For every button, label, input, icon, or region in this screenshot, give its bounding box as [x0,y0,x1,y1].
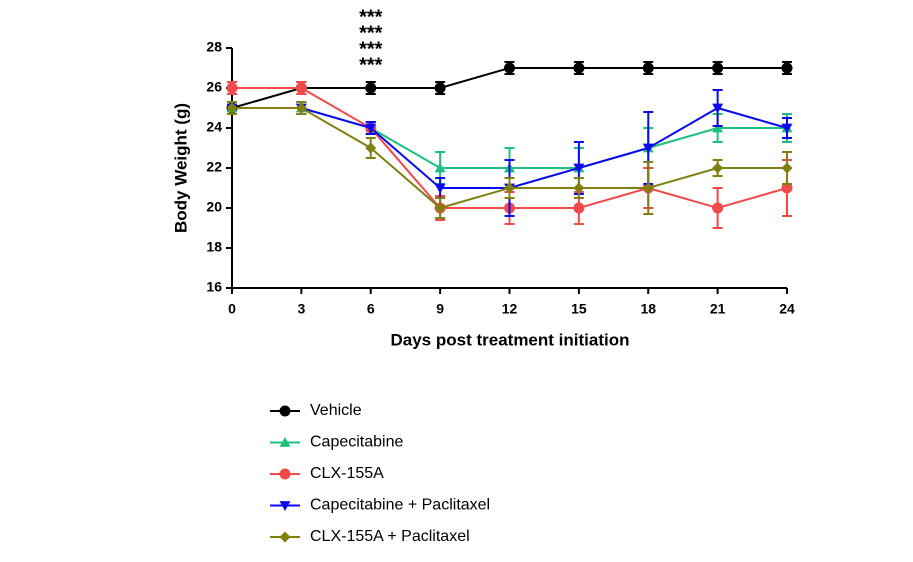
marker [434,162,446,173]
marker [434,183,446,194]
marker [781,182,793,194]
marker [365,82,377,94]
marker [504,62,515,74]
legend-label: Vehicle [310,402,362,419]
y-tick-label: 18 [206,239,222,255]
marker [295,102,307,114]
significance-label: *** [359,6,383,28]
significance-label: *** [359,38,383,60]
marker [365,142,377,154]
marker [712,62,724,74]
marker [573,163,585,174]
x-tick-label: 9 [436,301,444,317]
y-tick-label: 28 [206,39,222,55]
marker [279,468,291,480]
marker [642,143,654,154]
marker [279,501,291,511]
x-tick-label: 0 [228,301,236,317]
marker [781,162,793,174]
y-tick-label: 16 [206,279,222,295]
marker [781,62,793,74]
y-tick-label: 20 [206,199,222,215]
marker [573,182,585,194]
x-tick-label: 15 [571,301,587,317]
marker [642,62,654,74]
y-tick-label: 24 [206,119,222,135]
legend-label: Capecitabine + Paclitaxel [310,497,490,514]
marker [712,103,724,114]
significance-label: *** [359,54,383,76]
legend-label: Capecitabine [310,434,404,451]
marker [226,82,238,94]
marker [504,182,515,194]
marker [712,122,724,133]
marker [365,123,377,134]
marker [642,182,654,194]
legend-label: CLX-155A [310,465,384,482]
marker [295,82,307,94]
marker [712,202,724,214]
marker [434,82,446,94]
marker [434,202,446,214]
x-tick-label: 12 [502,301,518,317]
marker [573,62,585,74]
marker [279,531,291,543]
y-tick-label: 22 [206,159,222,175]
x-tick-label: 18 [640,301,656,317]
x-tick-label: 3 [297,301,305,317]
x-tick-label: 24 [779,301,795,317]
y-axis-title: Body Weight (g) [171,103,190,233]
x-tick-label: 21 [710,301,726,317]
marker [279,437,291,447]
legend-label: CLX-155A + Paclitaxel [310,528,470,545]
marker [226,102,238,114]
y-tick-label: 26 [206,79,222,95]
marker [279,405,291,417]
marker [712,162,724,174]
x-tick-label: 6 [367,301,375,317]
x-axis-title: Days post treatment initiation [391,330,630,349]
marker [781,123,793,134]
significance-label: *** [359,22,383,44]
marker [573,202,585,214]
